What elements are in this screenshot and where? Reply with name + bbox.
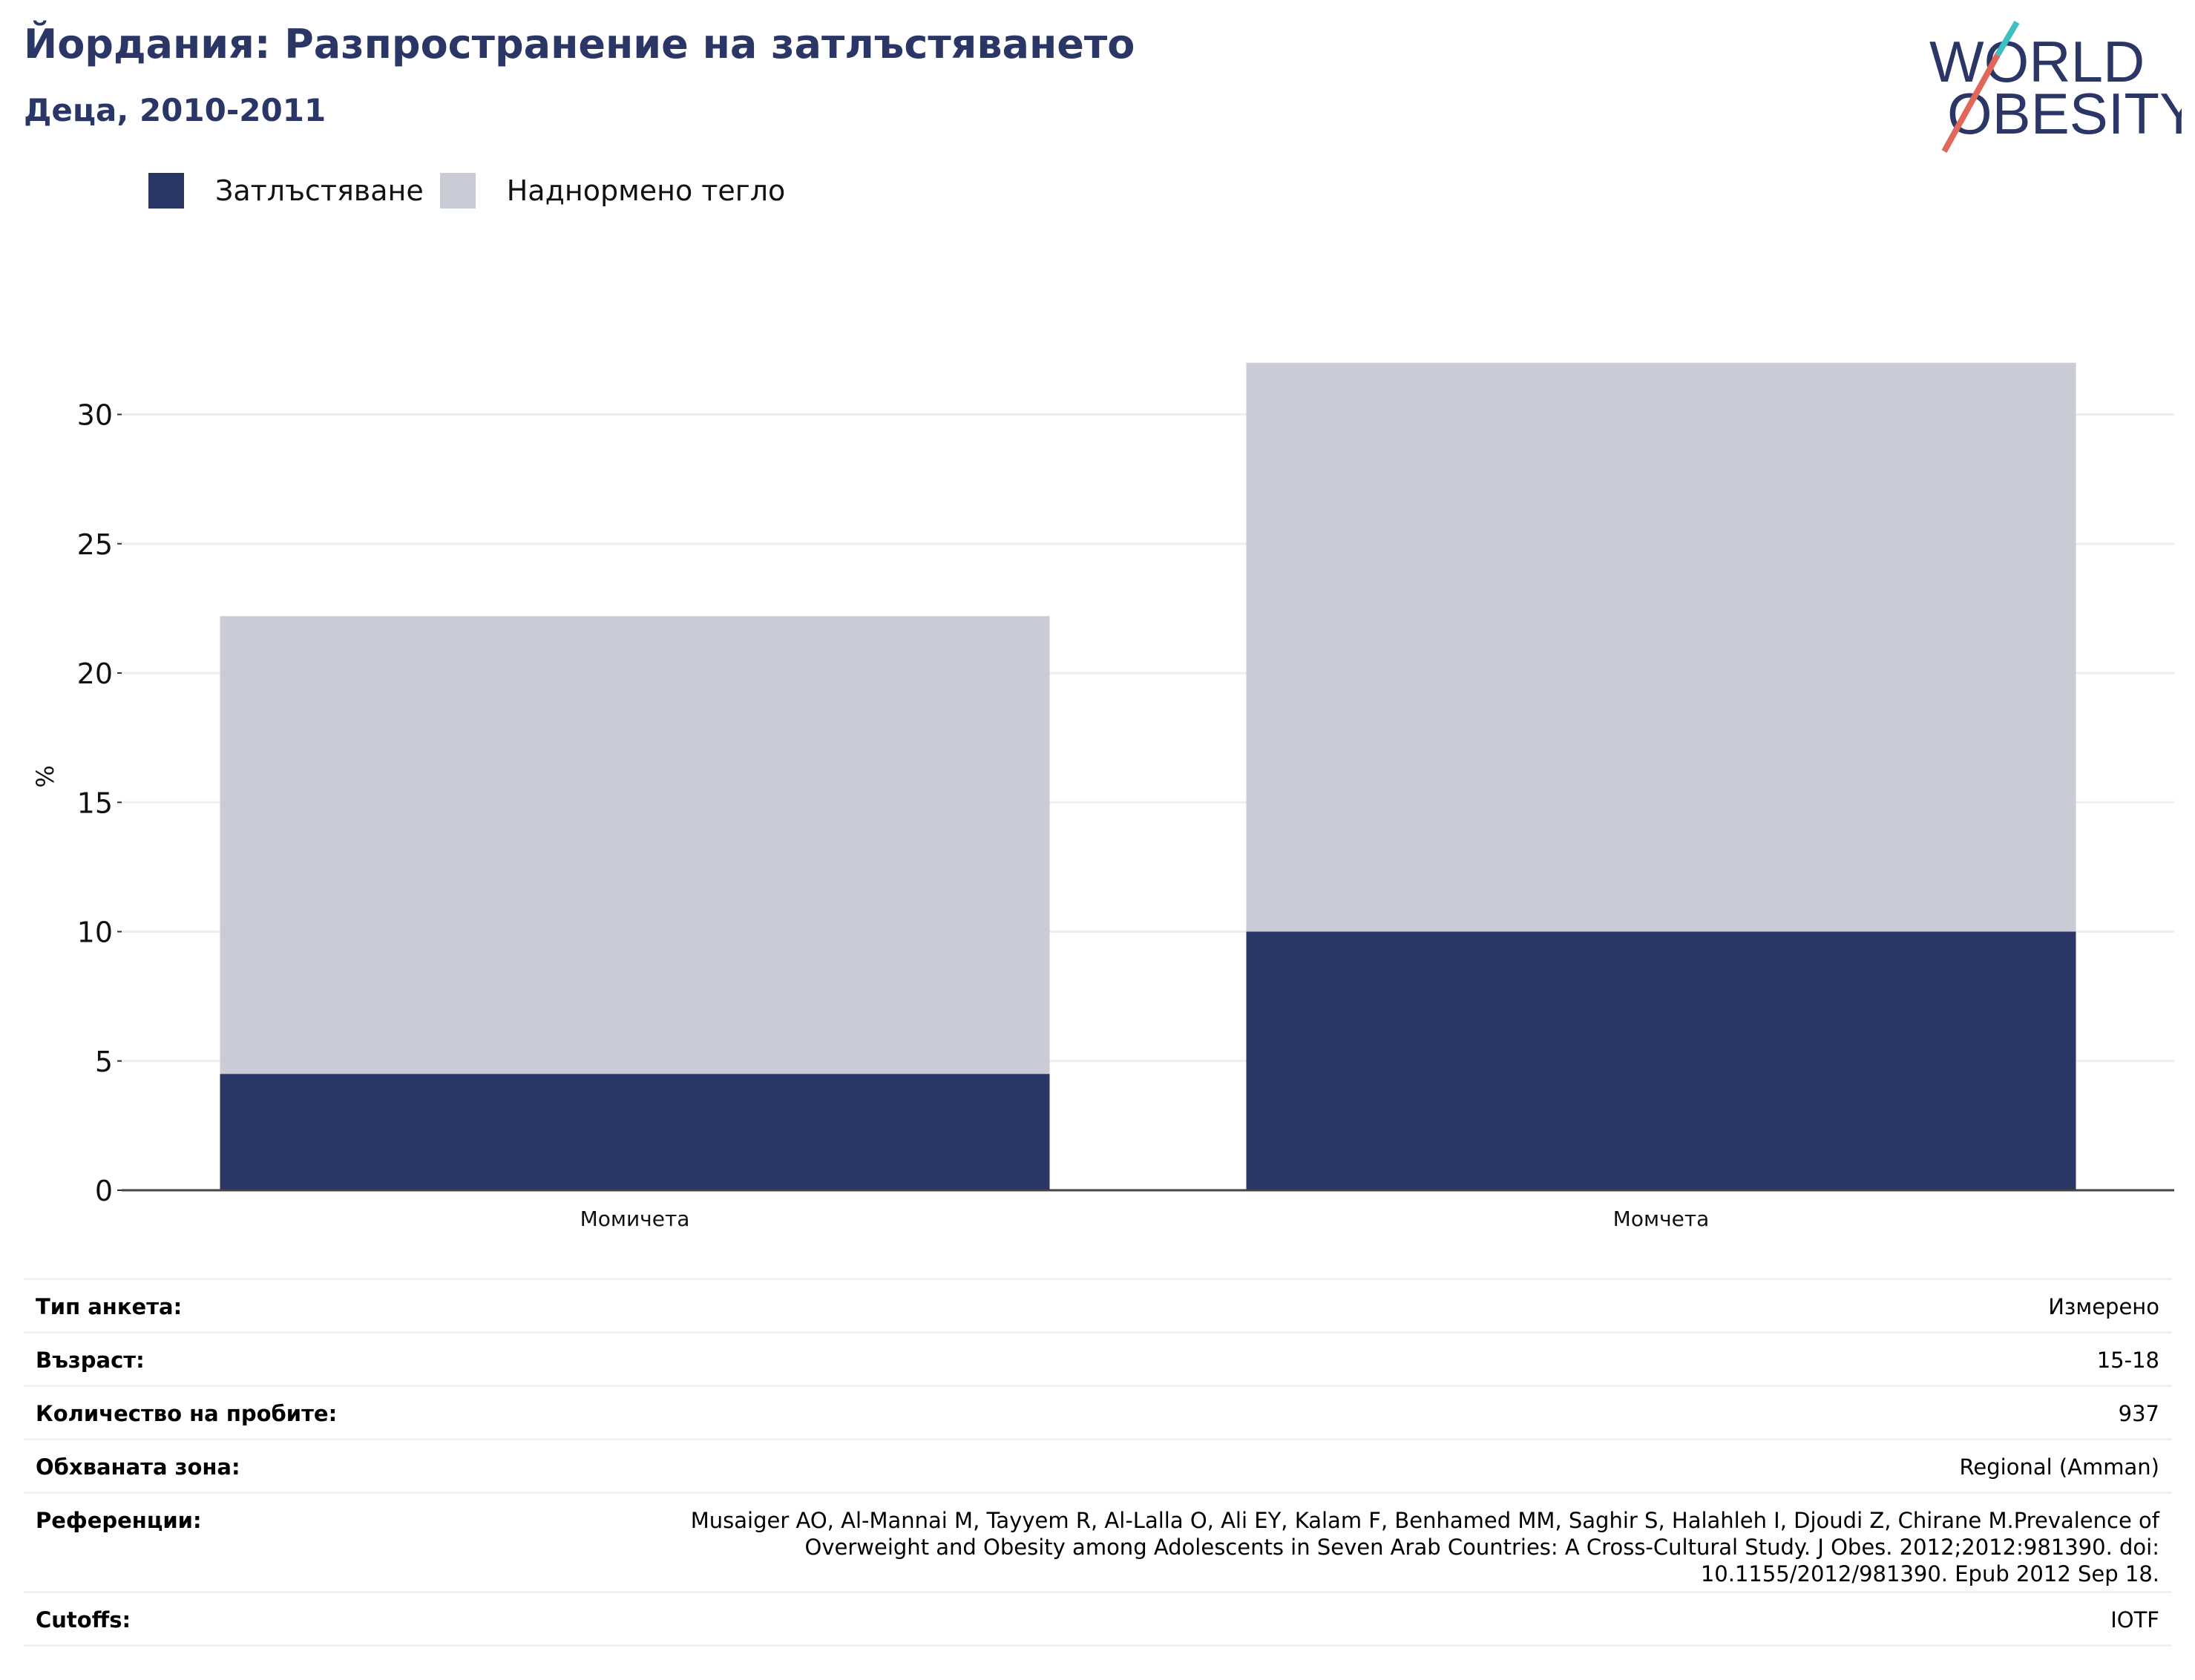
- chart-legend: Затлъстяване Наднормено тегло: [148, 172, 801, 209]
- info-row-references: Референции: Musaiger AO, Al-Mannai M, Ta…: [24, 1494, 2171, 1593]
- info-label: Количество на пробите:: [36, 1401, 338, 1426]
- bar-overweight-1: [1246, 362, 2076, 932]
- info-label: Тип анкета:: [36, 1294, 183, 1319]
- bar-obesity-1: [1246, 931, 2076, 1190]
- chart-subtitle: Деца, 2010-2011: [24, 92, 327, 128]
- legend-label-obesity: Затлъстяване: [215, 174, 424, 207]
- logo-line2: OBESITY: [1947, 81, 2182, 146]
- survey-info-table: Тип анкета: Измерено Възраст: 15-18 Коли…: [24, 1278, 2171, 1647]
- y-tick-label: 10: [77, 916, 113, 949]
- y-tick-label: 25: [77, 528, 113, 561]
- info-row-age: Възраст: 15-18: [24, 1333, 2171, 1387]
- y-tick-label: 5: [95, 1046, 113, 1078]
- info-value-reference: Musaiger AO, Al-Mannai M, Tayyem R, Al-L…: [690, 1508, 2159, 1587]
- info-value: 937: [2118, 1401, 2159, 1426]
- logo-line1: WORLD: [1929, 29, 2145, 94]
- chart-title: Йордания: Разпространение на затлъстяван…: [24, 21, 1135, 68]
- info-label: Обхваната зона:: [36, 1454, 240, 1480]
- logo-slash-teal: [1995, 21, 2020, 57]
- legend-item-overweight[interactable]: Наднормено тегло: [439, 173, 786, 209]
- stacked-bar-chart: 0 5 10 15 20 25 30% Момичета Момчета: [31, 362, 2174, 1231]
- y-tick-label: 30: [77, 399, 113, 432]
- info-row-area-covered: Обхваната зона: Regional (Amman): [24, 1440, 2171, 1494]
- info-row-survey-type: Тип анкета: Измерено: [24, 1280, 2171, 1333]
- info-label: Cutoffs:: [36, 1607, 131, 1633]
- legend-swatch-obesity: [148, 173, 184, 209]
- y-axis-label: %: [31, 765, 59, 787]
- legend-label-overweight: Наднормено тегло: [506, 174, 786, 207]
- y-tick-label: 0: [95, 1175, 113, 1207]
- y-tick-label: 15: [77, 787, 113, 819]
- legend-swatch-overweight: [439, 173, 476, 209]
- info-label: Референции:: [36, 1508, 202, 1533]
- info-row-cutoffs: Cutoffs: IOTF: [24, 1593, 2171, 1647]
- logo-slash-red: [1941, 53, 2001, 153]
- info-value: 15-18: [2096, 1348, 2159, 1373]
- x-tick-label: Момичета: [580, 1207, 690, 1231]
- info-label: Възраст:: [36, 1348, 145, 1373]
- info-value: Измерено: [2048, 1294, 2159, 1319]
- info-value: Regional (Amman): [1959, 1454, 2159, 1480]
- bar-overweight-0: [220, 616, 1050, 1074]
- info-row-sample-size: Количество на пробите: 937: [24, 1387, 2171, 1440]
- info-value: IOTF: [2110, 1607, 2159, 1633]
- x-tick-label: Момчета: [1613, 1207, 1710, 1231]
- y-tick-label: 20: [77, 657, 113, 690]
- world-obesity-logo: WORLD OBESITY: [1929, 21, 2182, 153]
- bar-obesity-0: [220, 1074, 1050, 1190]
- legend-item-obesity[interactable]: Затлъстяване: [148, 173, 424, 209]
